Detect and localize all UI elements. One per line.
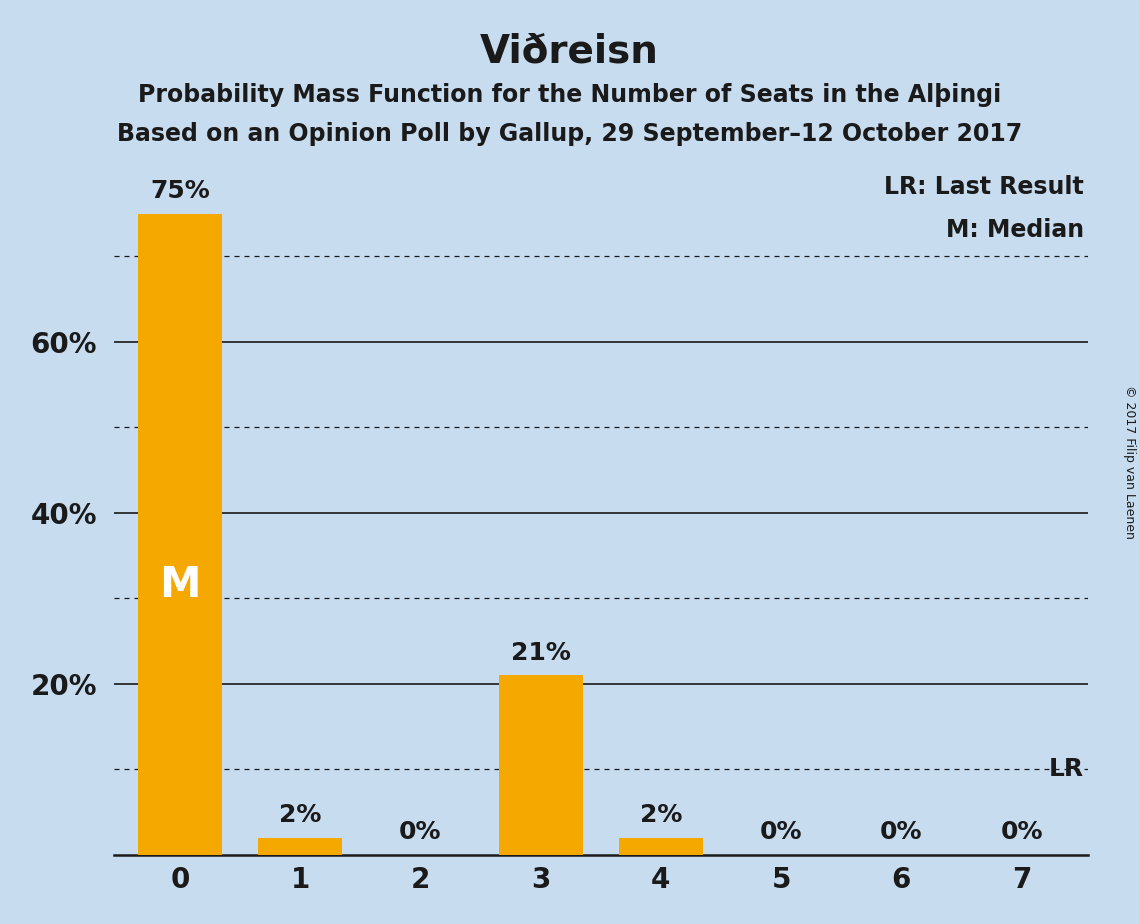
- Text: Based on an Opinion Poll by Gallup, 29 September–12 October 2017: Based on an Opinion Poll by Gallup, 29 S…: [117, 122, 1022, 146]
- Bar: [259, 838, 343, 855]
- Text: LR: LR: [1049, 758, 1084, 781]
- Text: LR: Last Result: LR: Last Result: [884, 176, 1084, 200]
- Bar: [138, 213, 222, 855]
- Text: 0%: 0%: [400, 821, 442, 845]
- Text: 75%: 75%: [150, 179, 210, 203]
- Text: © 2017 Filip van Laenen: © 2017 Filip van Laenen: [1123, 385, 1137, 539]
- Text: 0%: 0%: [880, 821, 923, 845]
- Text: 0%: 0%: [760, 821, 802, 845]
- Text: Viðreisn: Viðreisn: [480, 32, 659, 70]
- Text: M: Median: M: Median: [947, 218, 1084, 242]
- Text: Probability Mass Function for the Number of Seats in the Alþingi: Probability Mass Function for the Number…: [138, 83, 1001, 107]
- Bar: [618, 838, 703, 855]
- Bar: [499, 675, 583, 855]
- Text: 0%: 0%: [1000, 821, 1043, 845]
- Text: 21%: 21%: [510, 641, 571, 665]
- Text: M: M: [159, 565, 200, 606]
- Text: 2%: 2%: [279, 803, 321, 827]
- Text: 2%: 2%: [640, 803, 682, 827]
